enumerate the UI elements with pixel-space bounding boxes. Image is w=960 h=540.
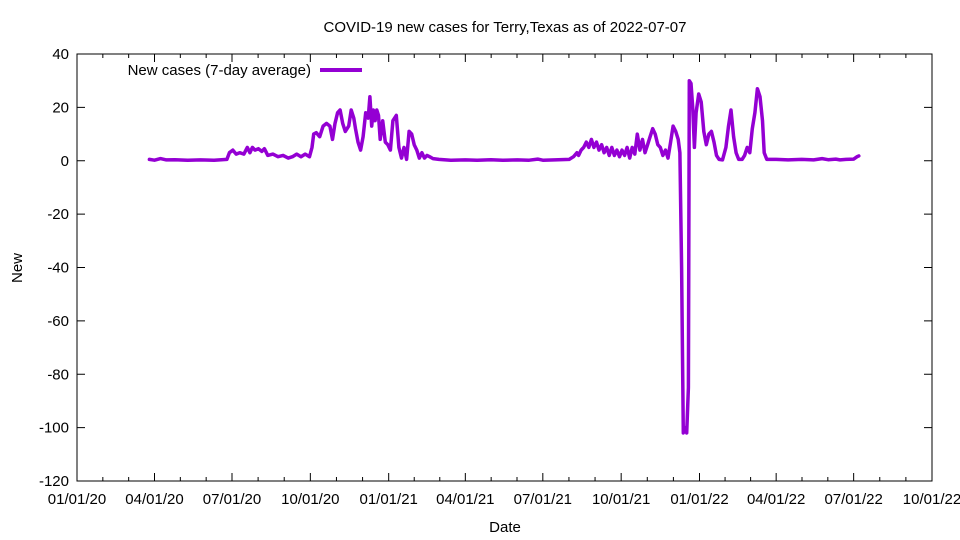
x-tick-label: 10/01/22 [903, 491, 960, 508]
y-tick-label: 40 [52, 46, 69, 63]
y-tick-label: -80 [47, 366, 69, 383]
y-tick-label: -120 [39, 473, 69, 490]
x-tick-label: 01/01/21 [359, 491, 417, 508]
x-tick-label: 01/01/20 [48, 491, 106, 508]
y-tick-labels: 40 20 0 -20 -40 -60 -80 -100 -120 [39, 46, 69, 490]
legend: New cases (7-day average) [128, 62, 362, 79]
x-tick-label: 04/01/20 [125, 491, 183, 508]
y-tick-label: -40 [47, 260, 69, 277]
x-tick-label: 07/01/21 [514, 491, 572, 508]
plot-frame [76, 53, 933, 482]
y-axis-label: New [9, 253, 26, 283]
y-tick-label: 20 [52, 99, 69, 116]
y-tick-label: -100 [39, 420, 69, 437]
axes [76, 53, 933, 482]
x-tick-labels: 01/01/20 04/01/20 07/01/20 10/01/20 01/01/21… [48, 491, 960, 508]
axis-ticks [76, 53, 933, 482]
x-tick-label: 04/01/21 [436, 491, 494, 508]
x-tick-label: 01/01/22 [670, 491, 728, 508]
y-tick-label: -20 [47, 206, 69, 223]
x-tick-label: 10/01/21 [592, 491, 650, 508]
y-tick-label: 0 [61, 153, 69, 170]
series-line [147, 78, 861, 435]
chart-title: COVID-19 new cases for Terry,Texas as of… [324, 19, 687, 36]
x-axis-label: Date [489, 519, 521, 536]
series-lines [147, 78, 861, 435]
x-tick-label: 07/01/22 [824, 491, 882, 508]
y-tick-label: -60 [47, 313, 69, 330]
legend-label: New cases (7-day average) [128, 62, 311, 79]
x-tick-label: 07/01/20 [203, 491, 261, 508]
x-tick-label: 04/01/22 [747, 491, 805, 508]
x-tick-label: 10/01/20 [281, 491, 339, 508]
